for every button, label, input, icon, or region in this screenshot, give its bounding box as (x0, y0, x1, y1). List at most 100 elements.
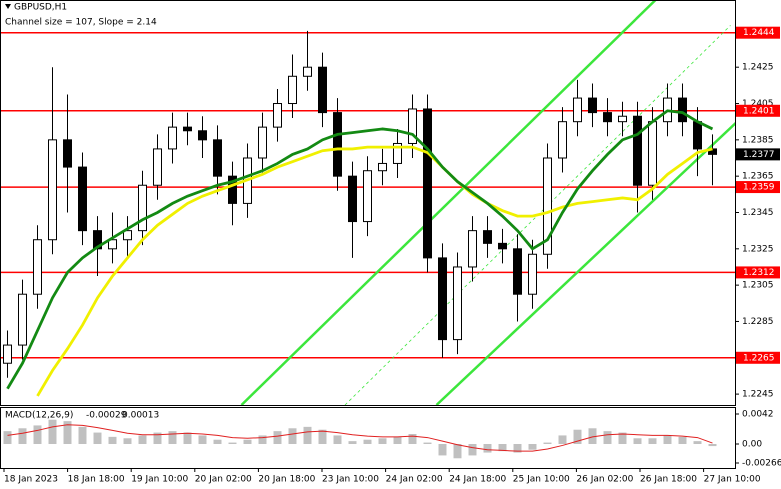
macd-bar (93, 432, 102, 444)
candle-body (468, 230, 477, 268)
macd-bar (288, 428, 297, 444)
macd-bar (693, 441, 702, 444)
candle-body (618, 115, 627, 123)
channel-line (435, 121, 735, 405)
macd-bar (18, 428, 27, 444)
y-tick-label: 1.2325 (742, 244, 774, 254)
candle-body (198, 130, 207, 141)
candle-body (273, 103, 282, 128)
candle-body (288, 75, 297, 105)
macd-bar (243, 439, 252, 444)
macd-bar (408, 434, 417, 444)
macd-bar (603, 431, 612, 444)
macd-signal (7, 424, 713, 452)
x-tick-label: 18 Jan 2023 (4, 475, 58, 485)
level-label: 1.2312 (743, 268, 775, 278)
macd-bar (303, 426, 312, 444)
macd-bar (648, 438, 657, 444)
candle-body (603, 112, 612, 123)
macd-bar (108, 436, 117, 444)
candle-body (513, 248, 522, 295)
macd-bar (483, 444, 492, 453)
channel-line (240, 1, 657, 405)
level-label-box (736, 26, 780, 39)
macd-panel (3, 419, 717, 459)
moving-average (6, 109, 714, 390)
level-label-box (736, 351, 780, 364)
candle-body (3, 344, 12, 364)
macd-bar (48, 419, 57, 444)
macd-bar (258, 435, 267, 444)
level-label-box (736, 266, 780, 279)
candle-body (678, 97, 687, 123)
candle-body (48, 139, 57, 241)
candle-body (138, 184, 147, 232)
macd-hist-value: -0.00029 (86, 411, 127, 421)
macd-bar (573, 429, 582, 444)
macd-bar (498, 444, 507, 452)
macd-bar (663, 435, 672, 444)
macd-frame (0, 407, 736, 469)
moving-average (36, 145, 713, 397)
candle-body (123, 230, 132, 241)
macd-bar (453, 444, 462, 459)
macd-bar (363, 439, 372, 444)
macd-signal-value: 0.00013 (122, 411, 159, 421)
macd-bar (78, 426, 87, 444)
candle-body (573, 97, 582, 123)
y-tick-label: 1.2285 (742, 317, 774, 327)
candle-body (378, 162, 387, 172)
level-label: 1.2359 (743, 183, 775, 193)
candle-body (633, 115, 642, 186)
x-tick-label: 24 Jan 18:00 (449, 475, 506, 485)
y-tick-label: 1.2425 (742, 63, 774, 73)
title-icon (5, 4, 11, 9)
candle-body (528, 253, 537, 295)
macd-bar (153, 432, 162, 444)
candle-body (543, 157, 552, 255)
candle-body (558, 121, 567, 159)
x-tick-label: 18 Jan 18:00 (68, 475, 125, 485)
level-label-box (736, 181, 780, 194)
candle-body (423, 108, 432, 259)
macd-bar (33, 425, 42, 444)
macd-bar (333, 435, 342, 444)
x-tick-label: 24 Jan 02:00 (386, 475, 443, 485)
macd-tick-label: -0.00266 (742, 459, 781, 469)
macd-bar (183, 432, 192, 444)
level-label: 1.2401 (743, 106, 775, 116)
macd-bar (318, 429, 327, 444)
candle-body (438, 257, 447, 341)
macd-bar (273, 431, 282, 444)
macd-bar (168, 431, 177, 444)
macd-bar (138, 435, 147, 444)
level-label: 1.2444 (743, 28, 775, 38)
candle-body (213, 139, 222, 177)
candle-body (393, 142, 402, 164)
candle-body (408, 108, 417, 144)
y-tick-label: 1.2305 (742, 281, 774, 291)
y-tick-label: 1.2405 (742, 99, 774, 109)
macd-bar (228, 442, 237, 444)
x-tick-label: 20 Jan 02:00 (195, 475, 252, 485)
macd-bar (468, 444, 477, 456)
macd-bar (618, 432, 627, 444)
candle-body (363, 170, 372, 223)
macd-bar (543, 442, 552, 444)
macd-bar (528, 444, 537, 450)
macd-bar (123, 438, 132, 444)
macd-tick-label: 0.0042 (742, 410, 774, 420)
candle-body (303, 66, 312, 77)
x-tick-label: 25 Jan 10:00 (513, 475, 570, 485)
candle-body (693, 121, 702, 150)
macd-bar (378, 438, 387, 444)
candle-body (453, 266, 462, 341)
candle-body (153, 148, 162, 186)
x-tick-label: 26 Jan 18:00 (640, 475, 697, 485)
candle-body (648, 121, 657, 186)
level-label-box (736, 104, 780, 117)
macd-bar (198, 435, 207, 444)
main-frame (0, 0, 736, 406)
level-label: 1.2265 (743, 353, 775, 363)
candle-body (588, 97, 597, 114)
